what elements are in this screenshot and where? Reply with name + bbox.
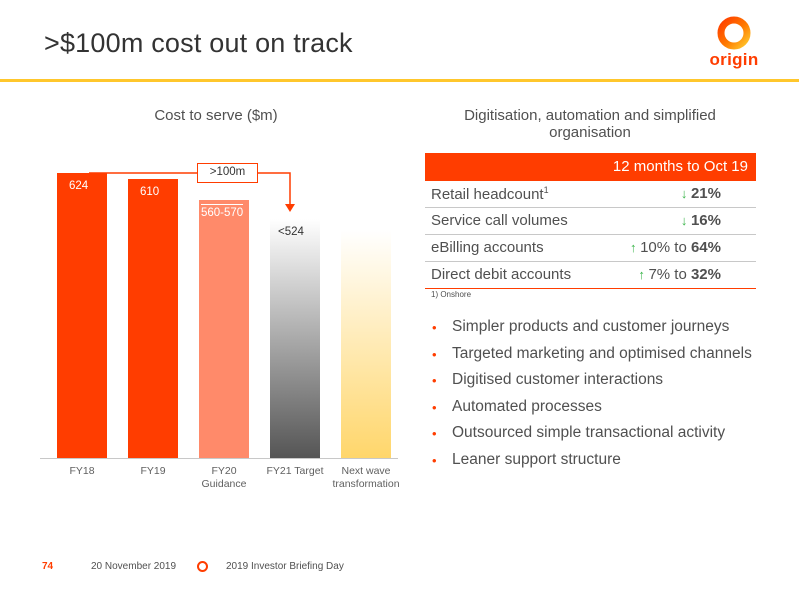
x-tick-label: FY21 Target: [252, 465, 338, 478]
bar-next-wave-transformation: [341, 229, 391, 458]
axis-line: [40, 458, 398, 459]
origin-ring-icon: [717, 16, 751, 50]
callout-connector-right: [258, 172, 291, 205]
bar-value-label: 624: [69, 180, 89, 192]
list-item-text: Digitised customer interactions: [452, 371, 664, 388]
x-tick-label-line: FY21 Target: [266, 465, 324, 477]
list-item: • Simpler products and customer journeys: [430, 318, 770, 336]
metrics-row: Retail headcount1 ↓ 21%: [425, 181, 756, 208]
metric-value-figure: 21%: [690, 185, 721, 202]
list-item: • Automated processes: [430, 398, 770, 416]
metric-footnote-marker: 1: [543, 185, 549, 195]
x-tick-label: FY20 Guidance: [181, 465, 267, 491]
arrow-down-icon: ↓: [680, 213, 691, 228]
arrow-up-icon: ↑: [638, 267, 649, 282]
table-header: 12 months to Oct 19: [425, 153, 756, 181]
arrow-down-icon: ↓: [680, 186, 691, 201]
footnote: 1) Onshore: [431, 290, 472, 299]
bullet-dot-icon: •: [432, 346, 437, 362]
x-tick-label-line: FY18: [69, 465, 95, 477]
title-rule: [0, 79, 799, 82]
callout-box: >100m: [197, 163, 258, 183]
metrics-row: Service call volumes ↓ 16%: [425, 208, 756, 235]
bullet-dot-icon: •: [432, 399, 437, 415]
callout-arrowhead: [285, 204, 295, 212]
logo-text: origin: [709, 50, 759, 69]
bar-fy19: [128, 179, 178, 458]
bullet-dot-icon: •: [432, 320, 437, 335]
metric-label: eBilling accounts: [431, 239, 544, 256]
metric-value: ↓ 21%: [609, 185, 721, 202]
list-item-text: Leaner support structure: [452, 450, 621, 468]
metric-value: ↑ 10% to 64%: [609, 239, 721, 256]
metric-value-figure: 32%: [690, 266, 721, 283]
bullet-dot-icon: •: [432, 373, 437, 388]
metrics-row: eBilling accounts ↑ 10% to 64%: [425, 235, 756, 262]
bar-value-label: 560-570: [201, 203, 244, 219]
metric-value: ↓ 16%: [609, 212, 721, 229]
bar-value-label: 610: [140, 186, 160, 199]
metrics-row: Direct debit accounts ↑ 7% to 32%: [425, 262, 756, 289]
x-tick-label: FY18: [39, 465, 125, 478]
metric-label: Service call volumes: [431, 212, 568, 229]
right-title: Digitisation, automation and simplified …: [464, 107, 716, 141]
footer-ring-icon: [197, 561, 208, 572]
metric-label: Retail headcount1: [431, 185, 549, 203]
footer-date: 20 November 2019: [91, 561, 177, 572]
origin-logo: origin: [704, 14, 764, 74]
x-tick-label-line: transformation: [332, 478, 400, 490]
bar-fy20-guidance: [199, 199, 249, 458]
footer-page-number: 74: [42, 561, 54, 572]
initiatives-list: • Simpler products and customer journeys •…: [430, 318, 770, 477]
list-item: • Outsourced simple transactional activit…: [430, 424, 770, 442]
list-item: • Targeted marketing and optimised channe…: [430, 345, 770, 363]
bullet-dot-icon: •: [432, 452, 437, 468]
footer-event: 2019 Investor Briefing Day: [226, 561, 344, 572]
bar-fy18: [57, 173, 107, 458]
x-tick-label-line: Guidance: [201, 478, 247, 490]
arrow-up-icon: ↑: [629, 240, 641, 255]
list-item: • Leaner support structure: [430, 451, 770, 469]
x-tick-label-line: Next wave: [341, 465, 391, 477]
metric-value-figure: 16%: [690, 212, 721, 229]
bullet-dot-icon: •: [432, 426, 437, 441]
metric-value: ↑ 7% to 32%: [609, 266, 721, 283]
x-tick-label: FY19: [110, 465, 196, 478]
chart-title: Cost to serve ($m): [154, 107, 278, 124]
metric-value-prefix: 7% to: [648, 266, 691, 283]
x-tick-label: Next wave transformation: [323, 465, 409, 491]
list-item-text: Targeted marketing and optimised channel…: [452, 344, 752, 362]
metric-value-prefix: 10% to: [640, 239, 691, 256]
metric-value-figure: 64%: [690, 239, 721, 256]
list-item-text: Simpler products and customer journeys: [452, 318, 730, 335]
list-item-text: Outsourced simple transactional activity: [452, 424, 726, 441]
slide-title: >$100m cost out on track: [44, 28, 353, 58]
list-item-text: Automated processes: [452, 397, 602, 415]
x-tick-label-line: FY19: [140, 465, 166, 477]
bar-fy21-target: [270, 218, 320, 458]
bar-value-label: <524: [278, 225, 304, 238]
x-tick-label-line: FY20: [211, 465, 237, 477]
metric-label: Direct debit accounts: [431, 266, 572, 283]
list-item: • Digitised customer interactions: [430, 371, 770, 389]
